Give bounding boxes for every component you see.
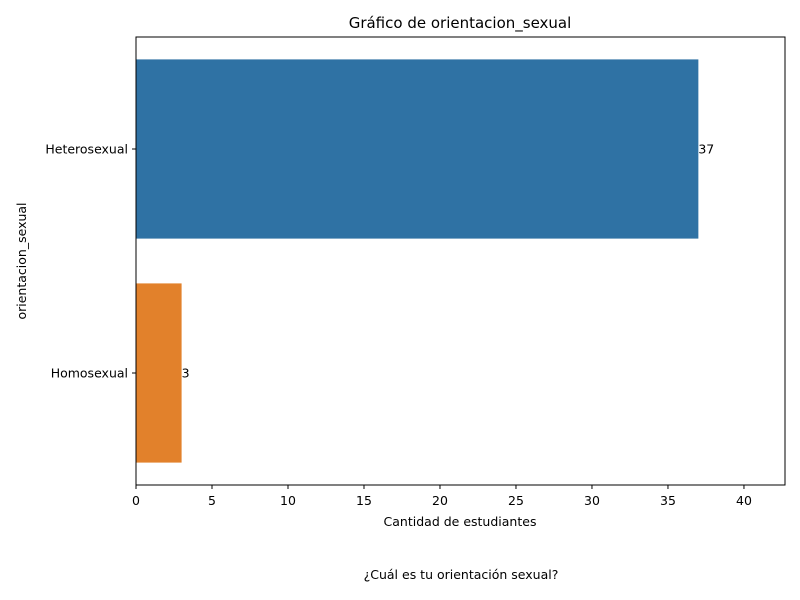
y-tick-label: Homosexual <box>51 366 128 381</box>
chart-title: Gráfico de orientacion_sexual <box>349 14 572 33</box>
x-tick-label: 5 <box>208 493 216 508</box>
x-tick-label: 30 <box>584 493 600 508</box>
bars-layer: 37 3 <box>136 59 714 463</box>
bar-value-label: 37 <box>698 142 714 157</box>
x-tick-label: 0 <box>132 493 140 508</box>
x-tick-label: 10 <box>280 493 296 508</box>
plot-frame <box>135 36 786 486</box>
y-tick-label: Heterosexual <box>45 142 128 157</box>
x-tick-label: 15 <box>356 493 372 508</box>
x-tick-label: 40 <box>736 493 752 508</box>
x-tick-label: 20 <box>432 493 448 508</box>
x-axis-label: Cantidad de estudiantes <box>384 514 537 529</box>
x-tick-label: 35 <box>660 493 676 508</box>
x-tick-label: 25 <box>508 493 524 508</box>
y-axis-label: orientacion_sexual <box>14 202 29 319</box>
axes-layer: Heterosexual Homosexual 0 5 10 15 20 25 30 35 40 <box>45 36 786 508</box>
bar-homosexual <box>136 283 182 463</box>
bar-value-label: 3 <box>182 366 190 381</box>
bar-heterosexual <box>136 59 699 239</box>
chart-caption: ¿Cuál es tu orientación sexual? <box>364 567 559 582</box>
